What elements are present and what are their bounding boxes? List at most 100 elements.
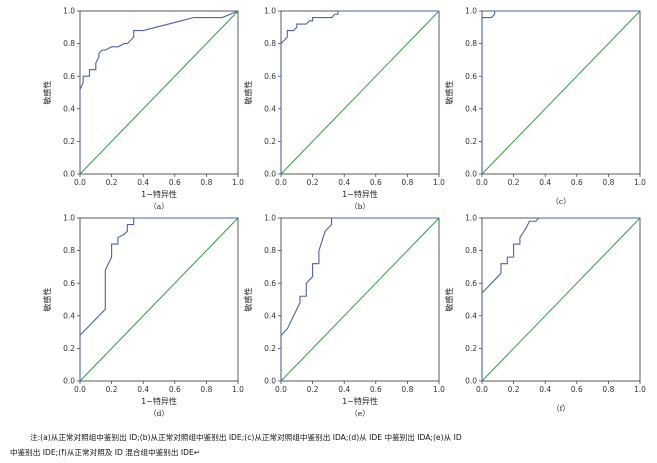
y-tick-label-3-1: 0.2 xyxy=(63,344,75,353)
x-tick-label-3-2: 0.4 xyxy=(137,385,149,394)
y-tick-label-0-4: 0.8 xyxy=(63,39,75,48)
x-tick-label-1-4: 0.8 xyxy=(401,178,413,187)
x-tick-label-3-3: 0.6 xyxy=(169,385,181,394)
y-axis-label-0: 敏感性 xyxy=(42,81,52,105)
y-tick-label-5-4: 0.8 xyxy=(465,246,477,255)
y-tick-label-2-2: 0.4 xyxy=(465,104,477,113)
x-tick-label-4-4: 0.8 xyxy=(401,385,413,394)
reference-line-5 xyxy=(481,217,641,382)
y-axis-label-4: 敏感性 xyxy=(243,288,253,312)
x-tick-label-5-0: 0.0 xyxy=(476,385,488,394)
figure-caption: 注:(a)从正常对照组中鉴别出 ID;(b)从正常对照组中鉴别出 IDE;(c)… xyxy=(10,430,650,460)
x-axis-label-1: 1−特异性 xyxy=(342,189,378,199)
reference-line-3 xyxy=(79,217,239,382)
panel-label-2: （c） xyxy=(551,197,570,206)
roc-curve-4 xyxy=(280,217,439,381)
y-tick-label-2-4: 0.8 xyxy=(465,39,477,48)
caption-line-2: 中鉴别出 IDE;(f)从正常对照及 ID 混合组中鉴别出 IDE↵ xyxy=(10,448,201,457)
roc-figure: 0.0 0.2 0.4 0.6 0.8 1.0 0.0 0.2 0.4 0.6 0.8 1.0 1−特异… xyxy=(42,7,646,418)
y-axis-label-1: 敏感性 xyxy=(243,81,253,105)
y-tick-label-2-0: 0.0 xyxy=(465,170,477,179)
x-tick-label-4-3: 0.6 xyxy=(370,385,382,394)
x-tick-label-3-4: 0.8 xyxy=(200,385,212,394)
x-tick-label-4-2: 0.4 xyxy=(338,385,350,394)
y-tick-label-4-0: 0.0 xyxy=(264,377,276,386)
reference-line-0 xyxy=(79,10,239,175)
x-tick-label-2-1: 0.2 xyxy=(508,178,520,187)
y-tick-label-2-5: 1.0 xyxy=(465,7,477,16)
y-tick-label-4-5: 1.0 xyxy=(264,214,276,223)
x-tick-label-0-4: 0.8 xyxy=(200,178,212,187)
y-tick-label-0-0: 0.0 xyxy=(63,170,75,179)
x-tick-label-1-1: 0.2 xyxy=(307,178,319,187)
x-axis-label-4: 1−特异性 xyxy=(342,396,378,406)
y-tick-label-3-0: 0.0 xyxy=(63,377,75,386)
x-tick-label-5-4: 0.8 xyxy=(602,385,614,394)
y-tick-label-0-5: 1.0 xyxy=(63,7,75,16)
panel-label-5: （f） xyxy=(552,404,570,413)
roc-curve-2 xyxy=(481,10,640,174)
y-tick-label-3-5: 1.0 xyxy=(63,214,75,223)
y-tick-label-1-5: 1.0 xyxy=(264,7,276,16)
x-axis-label-3: 1−特异性 xyxy=(141,396,177,406)
y-axis-label-3: 敏感性 xyxy=(42,288,52,312)
x-tick-label-2-3: 0.6 xyxy=(571,178,583,187)
reference-line-1 xyxy=(280,10,440,175)
roc-curve-1 xyxy=(280,10,439,174)
x-tick-label-2-5: 1.0 xyxy=(634,178,646,187)
x-tick-label-1-5: 1.0 xyxy=(433,178,445,187)
roc-curve-3 xyxy=(79,217,238,381)
y-tick-label-2-3: 0.6 xyxy=(465,72,477,81)
panel-label-3: （d） xyxy=(149,409,169,418)
x-tick-label-2-0: 0.0 xyxy=(476,178,488,187)
y-axis-label-2: 敏感性 xyxy=(444,81,454,105)
x-tick-label-2-2: 0.4 xyxy=(539,178,551,187)
y-tick-label-2-1: 0.2 xyxy=(465,137,477,146)
panel-label-4: （e） xyxy=(350,409,369,418)
roc-curve-5 xyxy=(481,217,640,381)
x-tick-label-5-5: 1.0 xyxy=(634,385,646,394)
y-tick-label-1-0: 0.0 xyxy=(264,170,276,179)
y-tick-label-5-0: 0.0 xyxy=(465,377,477,386)
y-tick-label-1-1: 0.2 xyxy=(264,137,276,146)
y-tick-label-3-3: 0.6 xyxy=(63,279,75,288)
x-tick-label-3-5: 1.0 xyxy=(232,385,244,394)
y-tick-label-1-2: 0.4 xyxy=(264,104,276,113)
x-tick-label-5-2: 0.4 xyxy=(539,385,551,394)
x-tick-label-1-0: 0.0 xyxy=(275,178,287,187)
y-tick-label-4-3: 0.6 xyxy=(264,279,276,288)
x-tick-label-4-0: 0.0 xyxy=(275,385,287,394)
y-tick-label-1-4: 0.8 xyxy=(264,39,276,48)
x-tick-label-1-2: 0.4 xyxy=(338,178,350,187)
y-tick-label-0-1: 0.2 xyxy=(63,137,75,146)
y-tick-label-4-1: 0.2 xyxy=(264,344,276,353)
x-tick-label-3-1: 0.2 xyxy=(106,385,118,394)
y-tick-label-5-2: 0.4 xyxy=(465,311,477,320)
y-tick-label-5-3: 0.6 xyxy=(465,279,477,288)
reference-line-2 xyxy=(481,10,641,175)
panel-label-0: （a） xyxy=(149,202,168,211)
y-axis-label-5: 敏感性 xyxy=(444,288,454,312)
x-tick-label-0-3: 0.6 xyxy=(169,178,181,187)
y-tick-label-0-2: 0.4 xyxy=(63,104,75,113)
x-tick-label-0-0: 0.0 xyxy=(74,178,86,187)
y-tick-label-3-4: 0.8 xyxy=(63,246,75,255)
x-tick-label-0-1: 0.2 xyxy=(106,178,118,187)
x-tick-label-4-5: 1.0 xyxy=(433,385,445,394)
x-tick-label-4-1: 0.2 xyxy=(307,385,319,394)
y-tick-label-0-3: 0.6 xyxy=(63,72,75,81)
y-tick-label-4-4: 0.8 xyxy=(264,246,276,255)
y-tick-label-5-1: 0.2 xyxy=(465,344,477,353)
x-tick-label-5-3: 0.6 xyxy=(571,385,583,394)
x-tick-label-2-4: 0.8 xyxy=(602,178,614,187)
x-tick-label-3-0: 0.0 xyxy=(74,385,86,394)
roc-curve-0 xyxy=(79,10,239,174)
reference-line-4 xyxy=(280,217,440,382)
y-tick-label-4-2: 0.4 xyxy=(264,311,276,320)
caption-line-1: 注:(a)从正常对照组中鉴别出 ID;(b)从正常对照组中鉴别出 IDE;(c)… xyxy=(30,433,462,442)
y-tick-label-1-3: 0.6 xyxy=(264,72,276,81)
x-axis-label-0: 1−特异性 xyxy=(141,189,177,199)
y-tick-label-3-2: 0.4 xyxy=(63,311,75,320)
y-tick-label-5-5: 1.0 xyxy=(465,214,477,223)
x-tick-label-5-1: 0.2 xyxy=(508,385,520,394)
